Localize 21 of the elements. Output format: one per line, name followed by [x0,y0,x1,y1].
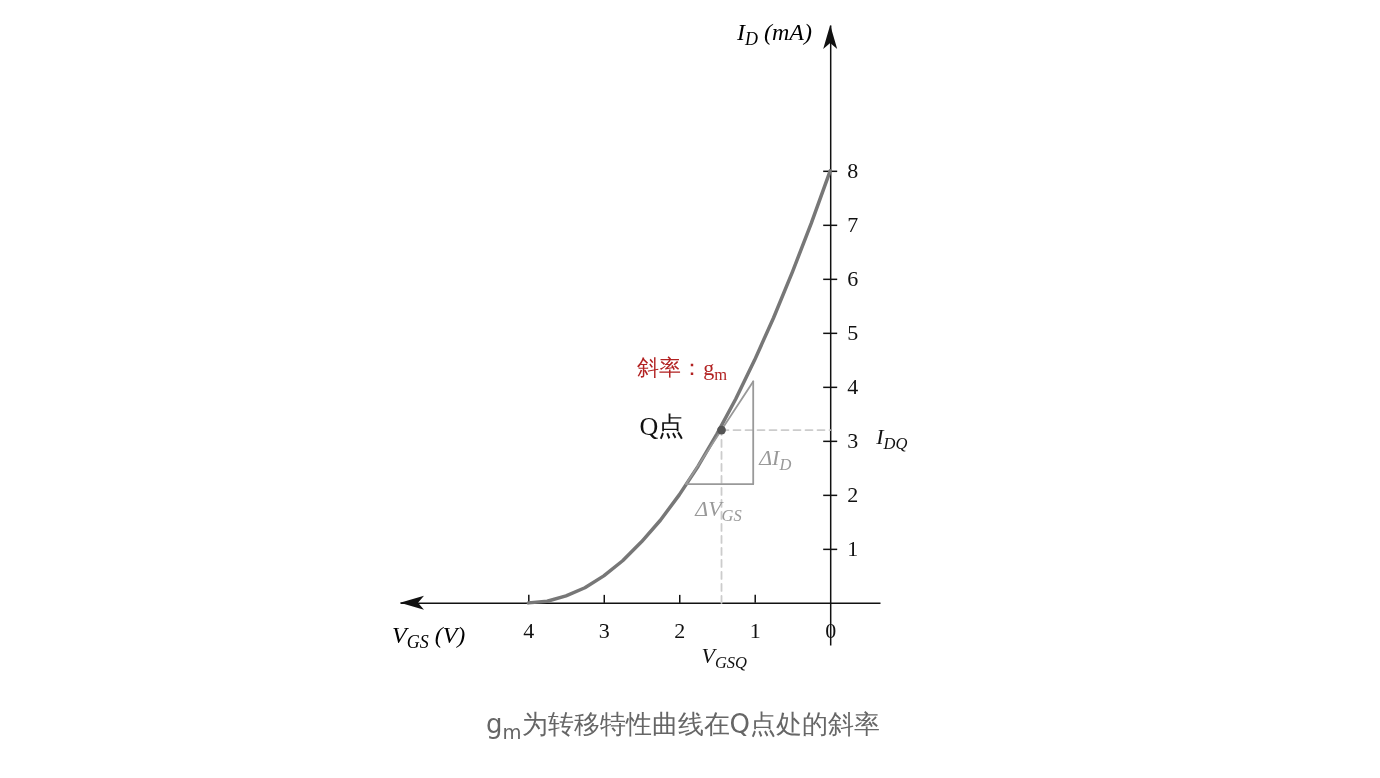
y-tick-label: 4 [847,374,859,400]
y-tick-label: 1 [847,536,859,562]
y-axis-title: I$_{D}$ (mA) [736,19,812,50]
y-tick-label: 5 [847,320,859,346]
y-tick-label: 8 [847,158,859,184]
annotation: Q点 [639,412,685,442]
x-tick-label: 4 [523,618,535,644]
x-axis-title: V$_{GS}$ (V) [392,622,466,653]
y-tick-label: 6 [847,266,859,292]
annotation: ΔV$_{GS}$ [694,496,742,526]
annotation: ΔI$_{D}$ [758,444,792,474]
x-tick-label: 1 [749,618,761,644]
annotation: I$_{DQ}$ [875,424,908,454]
y-tick-label: 2 [847,482,859,508]
x-tick-label: 2 [674,618,686,644]
y-tick-label: 3 [847,428,859,454]
annotation: 斜率：g$_{m}$ [637,355,728,385]
y-tick-label: 7 [847,212,859,238]
x-tick-label: 3 [598,618,610,644]
text: g$_{m}$为转移特性曲线在Q点处的斜率 [486,709,880,744]
annotation: V$_{GSQ}$ [701,642,748,672]
